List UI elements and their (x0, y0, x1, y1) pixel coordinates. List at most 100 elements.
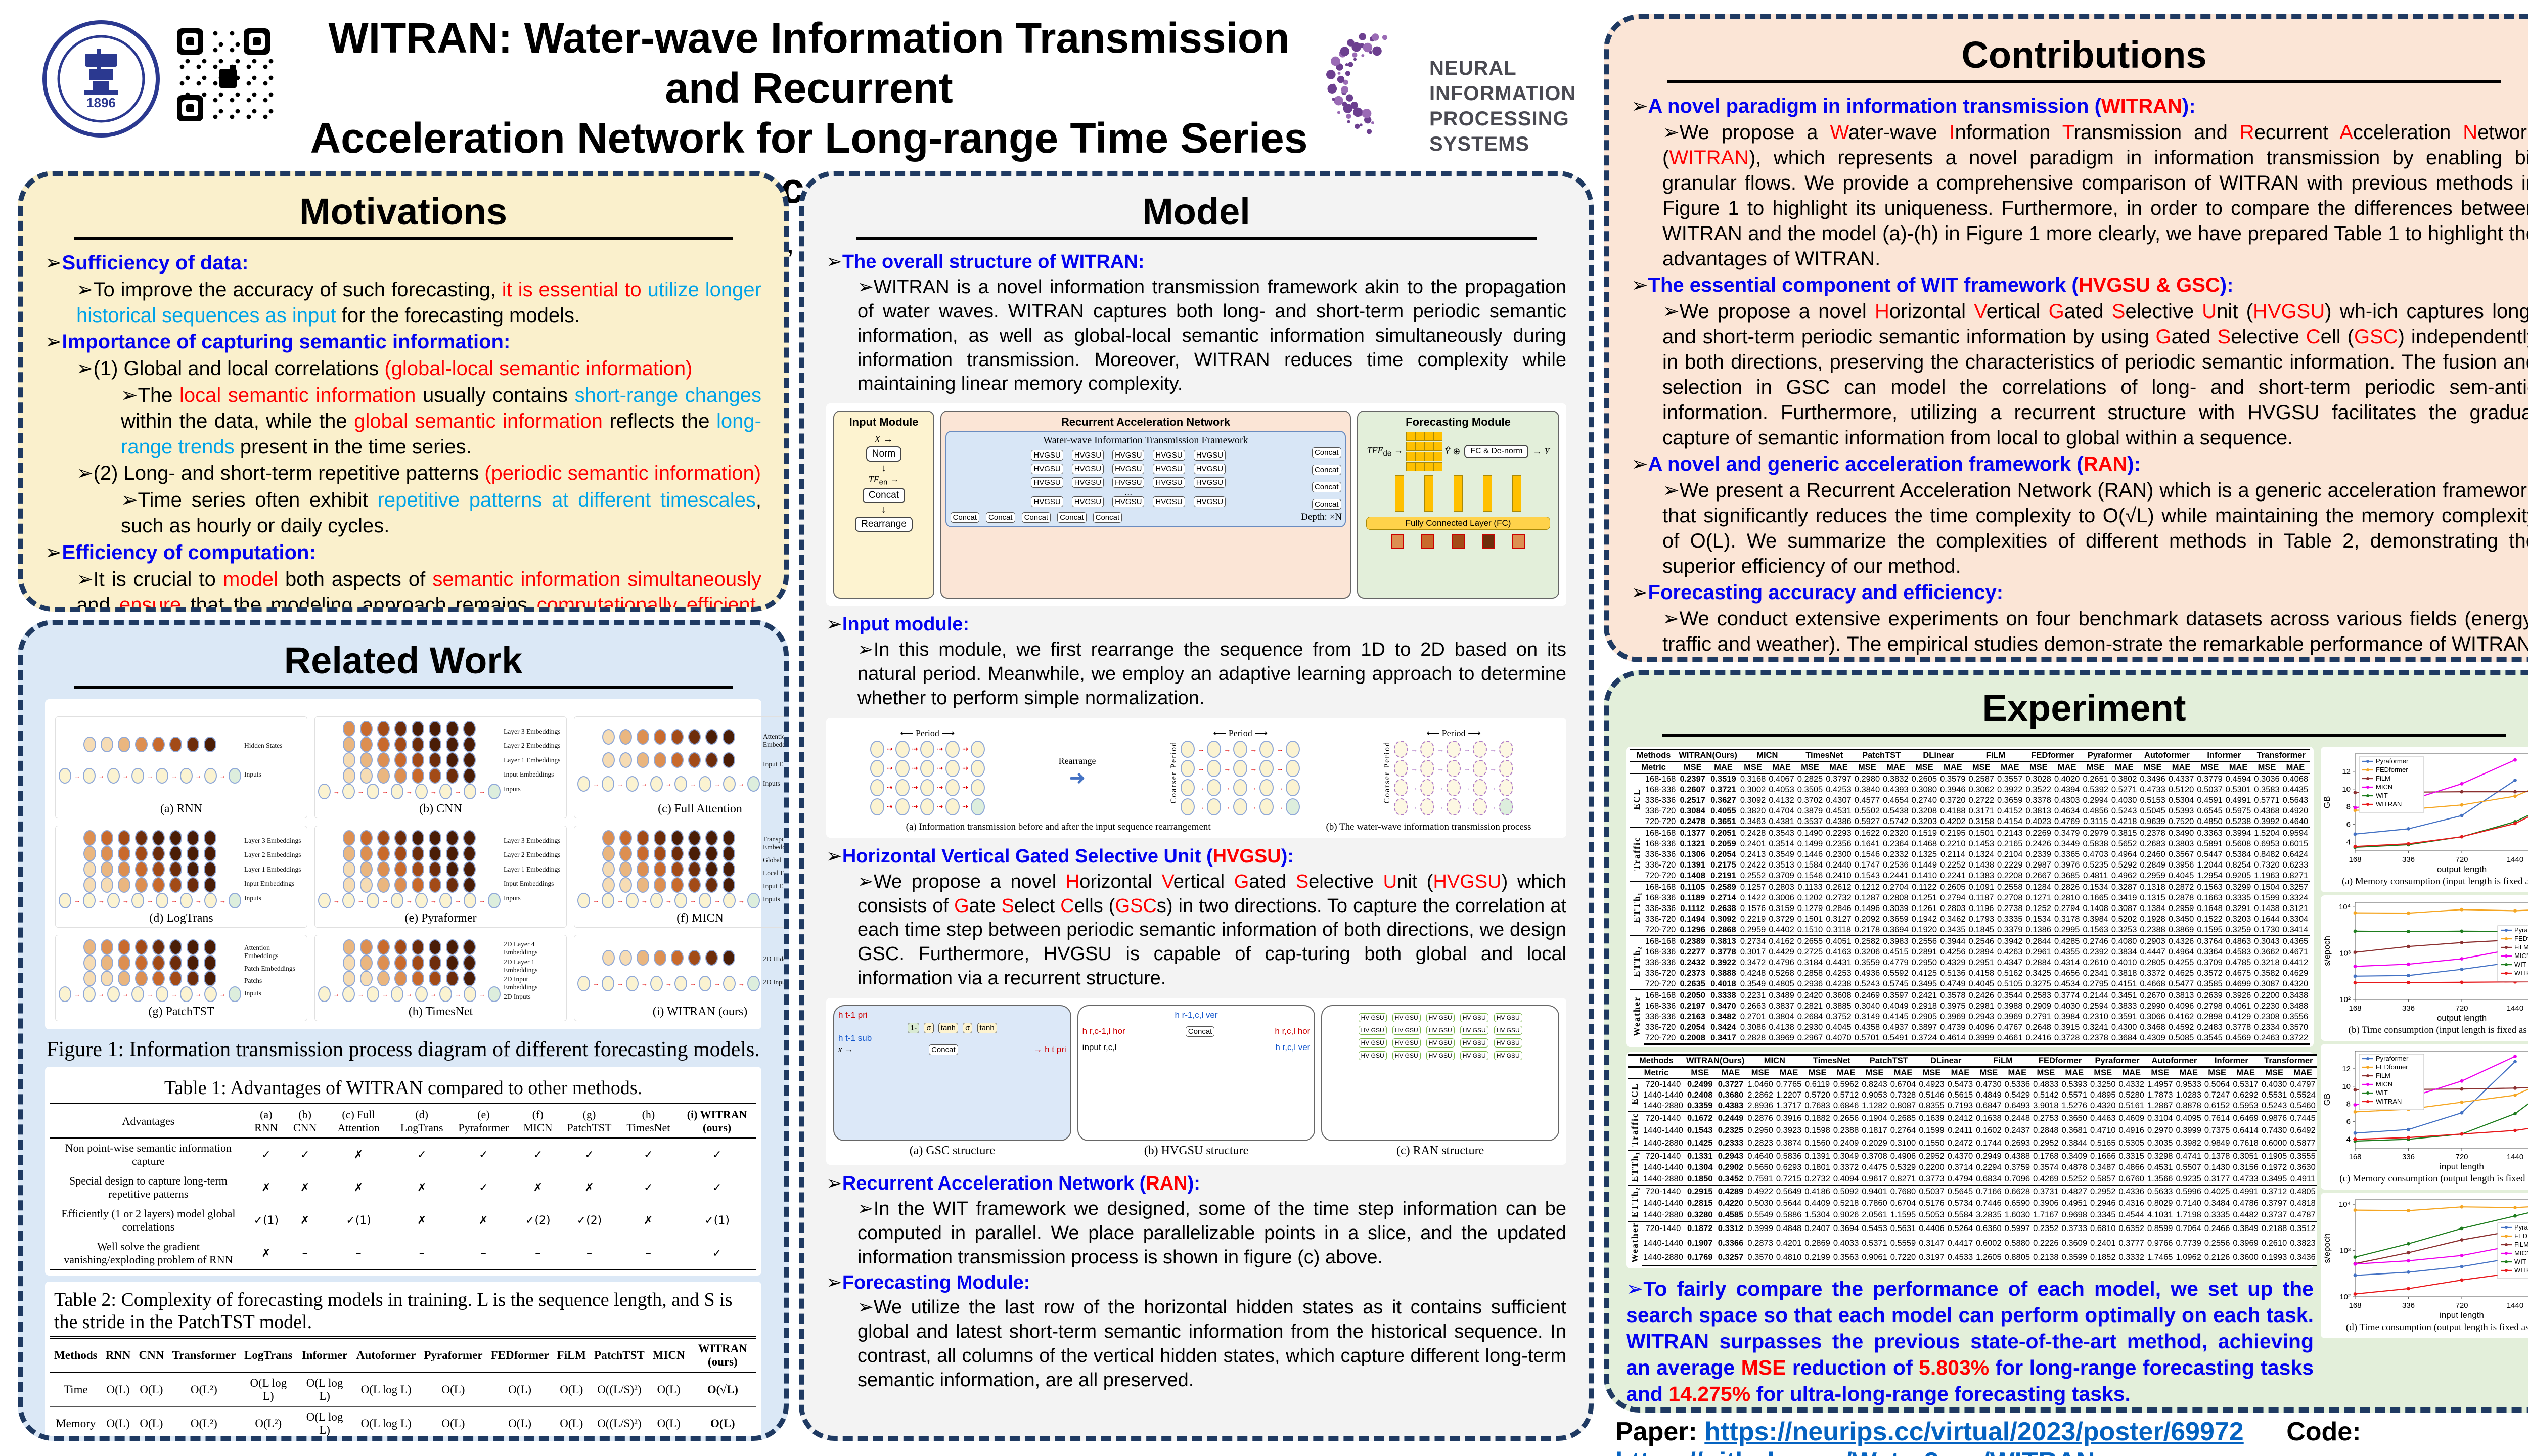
text-item: ➢The overall structure of WITRAN: (826, 251, 1145, 272)
svg-text:output length: output length (2437, 1013, 2487, 1023)
figure1-subdiagram: → → → → → → → 2D Layer 4 Embeddings 2D Layer 1 E… (314, 935, 567, 1021)
model-panel: Model ➢The overall structure of WITRAN: ➢… (799, 171, 1594, 1441)
text-item: ➢We propose a novel Horizontal Vertical … (857, 871, 1567, 989)
table-row: ETTh₂ 720-1440 0.2915 0.4289 0.4922 0.5649 0.4… (1628, 1185, 2317, 1221)
experiment-title: Experiment (1982, 687, 2186, 729)
wit-framework-box: Water-wave Information Transmission Fram… (945, 431, 1346, 528)
table-row: Weather 168-168 0.2050 0.3338 0.2231 0.3489 0.… (1630, 989, 2310, 1044)
long-range-table-card: Methods WITRAN(Ours) MICN TimesNet PatchTST D… (1626, 747, 2314, 1047)
figure1-subdiagram: → → → → → → → Attention Embeddings Patch Embeddi… (55, 935, 307, 1021)
svg-text:FiLM: FiLM (2514, 943, 2528, 951)
svg-text:GB: GB (2322, 796, 2332, 809)
table-row: 720-720 0.1408 0.2191 0.2552 0.3709 0.1546 0.2… (1645, 871, 2309, 880)
figure1-subdiagram: → → → → → → → Layer 3 Embeddings Layer 2 Embeddi… (314, 826, 567, 928)
svg-text:FiLM: FiLM (2376, 1072, 2390, 1079)
text-item: ➢We conduct extensive experiments on fou… (1662, 608, 2528, 655)
table-row: 336-720 0.2373 0.3888 0.4248 0.5268 0.2858 0.4… (1645, 969, 2309, 978)
table-row: ETTh₁ 168-168 0.1105 0.2589 0.1257 0.2803 0.11… (1630, 881, 2310, 936)
svg-text:720: 720 (2455, 1153, 2468, 1161)
model-forecasting-text: ➢Forecasting Module: ➢We utilize the last… (826, 1271, 1566, 1393)
architecture-figure: Input Module X → Norm ↓ TFen → Concat ↓ … (826, 403, 1566, 606)
table-row: 1440-1440 0.1907 0.3366 0.2873 0.4201 0.2869 0… (1643, 1238, 2316, 1248)
svg-text:Pyraformer: Pyraformer (2376, 1055, 2409, 1062)
table-row: Traffic 168-168 0.1377 0.2051 0.2428 0.3543 0.… (1630, 827, 2310, 882)
svg-text:1440: 1440 (2507, 1301, 2523, 1310)
table-row: Non point-wise semantic information capt… (50, 1138, 756, 1171)
svg-text:168: 168 (2349, 1153, 2361, 1161)
svg-text:10³: 10³ (2339, 1247, 2351, 1255)
table-row: ECL 720-1440 0.2499 0.3727 1.0460 0.7765 0.611… (1628, 1078, 2317, 1112)
text-item: ➢Efficiency of computation: (45, 541, 316, 564)
neurips-logo-swirl (1326, 33, 1388, 134)
svg-text:720: 720 (2455, 1004, 2468, 1013)
table-row: 1440-1440 0.1304 0.2902 0.5650 0.6293 0.1801 0… (1643, 1163, 2316, 1172)
motivations-list: ➢Sufficiency of data: ➢To improve the acc… (45, 250, 762, 612)
chart-memory-output: 468101216833672014402880output lengthGBP… (2321, 747, 2528, 892)
svg-text:336: 336 (2402, 855, 2415, 864)
text-item: ➢We propose a Water-wave Information Tra… (1662, 121, 2528, 270)
svg-text:WITRAN: WITRAN (2514, 1266, 2528, 1274)
table-row: 720-720 0.2635 0.4018 0.3549 0.4805 0.2936 0.4… (1645, 979, 2309, 988)
svg-text:s/epoch: s/epoch (2322, 936, 2332, 966)
text-item: ➢Time series often exhibit repetitive pa… (121, 489, 761, 537)
table-row: 720-720 0.2008 0.3417 0.2828 0.3969 0.2967 0.4… (1630, 1033, 2310, 1045)
table-row: 1440-1440 0.1543 0.2325 0.2950 0.3923 0.1598 0… (1643, 1126, 2316, 1135)
svg-text:12: 12 (2342, 767, 2351, 776)
figure1-subdiagram: →→→→→→→Transpose EmbeddingsGlobal Embedd… (574, 826, 784, 928)
svg-text:336: 336 (2402, 1153, 2415, 1161)
svg-text:168: 168 (2349, 1301, 2361, 1310)
svg-text:FiLM: FiLM (2514, 1241, 2528, 1248)
svg-text:Pyraformer: Pyraformer (2514, 926, 2528, 934)
text-item: ➢We present a Recurrent Acceleration Net… (1662, 479, 2528, 577)
chart-memory-input: 468101216833672014402880input lengthGBPy… (2321, 1044, 2528, 1190)
figure1-subdiagram: → → → → → → → Layer 3 Embeddings Layer 2 Embeddi… (314, 716, 567, 818)
svg-text:MICN: MICN (2514, 952, 2528, 960)
table-row: 720-720 0.2478 0.3651 0.3463 0.4381 0.3537 0.4… (1645, 817, 2309, 826)
complexity-table: Methods RNN CNN Transformer LogTrans Informer… (50, 1336, 756, 1436)
svg-text:10²: 10² (2339, 1293, 2351, 1301)
table-row: 336-336 0.2432 0.3922 0.3472 0.4796 0.3184 0.4… (1645, 958, 2309, 967)
table-row: Efficiently (1 or 2 layers) model global… (50, 1204, 756, 1237)
svg-text:10³: 10³ (2339, 949, 2351, 958)
table-row: 336-336 0.2163 0.3482 0.2701 0.3804 0.2684 0.3… (1645, 1012, 2309, 1021)
svg-text:WITRAN: WITRAN (2376, 800, 2402, 808)
fm-hidden-bars (1362, 475, 1554, 512)
fm-grid (1406, 432, 1443, 472)
unit-caption-c: (c) RAN structure (1396, 1144, 1484, 1157)
chart-time-input: 10²10³10⁴16833672014402880input lengths/… (2321, 1193, 2528, 1338)
paper-link[interactable]: https://neurips.cc/virtual/2023/poster/6… (1704, 1417, 2244, 1446)
experiment-panel: Experiment Methods WITRAN(Ours) MICN TimesN… (1604, 670, 2528, 1413)
svg-text:720: 720 (2455, 1301, 2468, 1310)
experiment-summary-text: ➢To fairly compare the performance of ea… (1626, 1277, 2314, 1406)
svg-text:MICN: MICN (2514, 1249, 2528, 1257)
svg-text:10: 10 (2342, 785, 2351, 794)
figure1-diagram-grid: → → → → → → → Hidden States Inputs (a) RNN → → → → → → →… (55, 716, 784, 1021)
table1-card: Table 1: Advantages of WITRAN compared t… (45, 1067, 761, 1276)
rearranged-grid: → → → → → → → → → → → → → → → → (1181, 740, 1300, 815)
svg-text:720: 720 (2455, 855, 2468, 864)
svg-text:WIT: WIT (2376, 1089, 2388, 1097)
text-item: ➢Forecasting Module: (826, 1271, 1030, 1293)
concat-row: Concat Concat Concat Concat Concat (950, 511, 1123, 523)
text-item: ➢We utilize the last row of the horizont… (857, 1297, 1566, 1391)
paper-label: Paper: (1615, 1417, 1705, 1446)
svg-text:168: 168 (2349, 1004, 2361, 1013)
text-item: ➢To improve the accuracy of such forecas… (76, 278, 761, 327)
related-work-panel: Related Work → → → → → → → Hidden States Inputs(… (18, 620, 789, 1441)
long-range-results-table: Methods WITRAN(Ours) MICN TimesNet PatchTST D… (1630, 749, 2310, 1045)
svg-text:10⁴: 10⁴ (2339, 1200, 2351, 1209)
table-row: 1440-1440 0.2408 0.3680 2.2862 1.2207 0.5720 0… (1643, 1090, 2316, 1100)
unit-structures-figure: h t-1 pri 1- σ tanh σ tanh h t-1 sub x →… (826, 998, 1566, 1165)
text-item: ➢Forecasting accuracy and efficiency: (1631, 581, 2004, 604)
text-item: ➢Horizontal Vertical Gated Selective Uni… (826, 845, 1294, 867)
section-divider (1667, 80, 2501, 83)
text-item: ➢It is crucial to model both aspects of … (76, 568, 762, 612)
table-row: 1440-2880 0.1425 0.2333 0.2823 0.3874 0.1560 0… (1643, 1138, 2316, 1148)
code-link[interactable]: https://github.com/Water2sea/WITRAN (1615, 1447, 2095, 1456)
text-item: ➢A novel paradigm in information transmi… (1631, 95, 2196, 117)
table-row: 1440-2880 0.3359 0.4383 2.8936 1.3717 0.7683 0… (1643, 1101, 2316, 1110)
related-work-title: Related Work (284, 640, 523, 681)
svg-text:WITRAN: WITRAN (2514, 969, 2528, 977)
svg-text:WIT: WIT (2514, 961, 2526, 968)
table-row: 168-336 0.1189 0.2714 0.1422 0.3006 0.1202 0.2… (1645, 893, 2309, 902)
